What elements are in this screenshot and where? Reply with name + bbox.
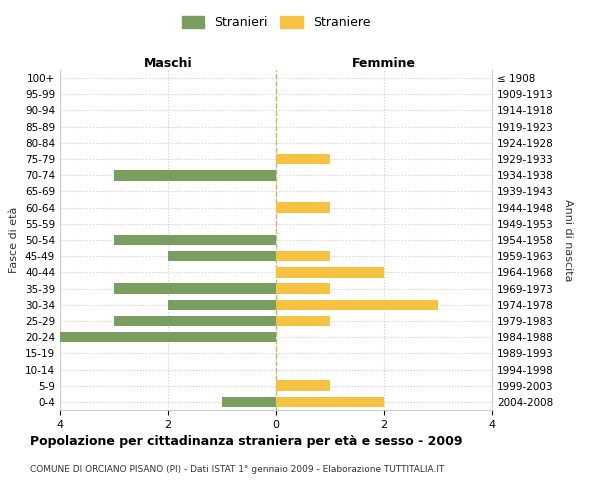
Bar xyxy=(168,300,276,310)
Bar xyxy=(114,234,276,246)
Bar xyxy=(276,300,438,310)
Text: Femmine: Femmine xyxy=(352,57,416,70)
Bar xyxy=(276,251,330,262)
Text: Maschi: Maschi xyxy=(143,57,193,70)
Y-axis label: Anni di nascita: Anni di nascita xyxy=(563,198,573,281)
Bar xyxy=(114,170,276,180)
Bar xyxy=(168,251,276,262)
Bar xyxy=(276,380,330,391)
Text: Popolazione per cittadinanza straniera per età e sesso - 2009: Popolazione per cittadinanza straniera p… xyxy=(30,435,463,448)
Bar xyxy=(276,154,330,164)
Bar xyxy=(114,284,276,294)
Bar xyxy=(276,202,330,213)
Bar xyxy=(276,396,384,407)
Bar xyxy=(276,316,330,326)
Legend: Stranieri, Straniere: Stranieri, Straniere xyxy=(177,11,375,34)
Bar xyxy=(276,284,330,294)
Text: COMUNE DI ORCIANO PISANO (PI) - Dati ISTAT 1° gennaio 2009 - Elaborazione TUTTIT: COMUNE DI ORCIANO PISANO (PI) - Dati IST… xyxy=(30,465,445,474)
Bar xyxy=(276,267,384,278)
Bar xyxy=(114,316,276,326)
Bar xyxy=(60,332,276,342)
Bar xyxy=(222,396,276,407)
Y-axis label: Fasce di età: Fasce di età xyxy=(10,207,19,273)
